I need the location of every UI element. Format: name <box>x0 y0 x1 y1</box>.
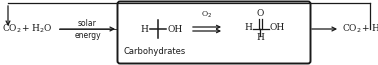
Text: solar: solar <box>78 19 97 27</box>
Text: Carbohydrates: Carbohydrates <box>124 48 186 56</box>
Text: energy: energy <box>74 30 101 40</box>
Text: H: H <box>256 33 264 43</box>
Text: OH: OH <box>270 22 285 32</box>
Text: CO$_2$: CO$_2$ <box>342 23 362 35</box>
Text: H: H <box>244 22 252 32</box>
Text: + H$_2$: + H$_2$ <box>361 23 378 35</box>
FancyBboxPatch shape <box>118 1 310 64</box>
Text: + H$_2$O: + H$_2$O <box>21 23 53 35</box>
Text: H: H <box>140 25 148 33</box>
Text: CO$_2$: CO$_2$ <box>2 23 22 35</box>
Text: O$_2$: O$_2$ <box>201 9 212 20</box>
Text: OH: OH <box>168 25 183 33</box>
Text: O: O <box>256 9 264 17</box>
